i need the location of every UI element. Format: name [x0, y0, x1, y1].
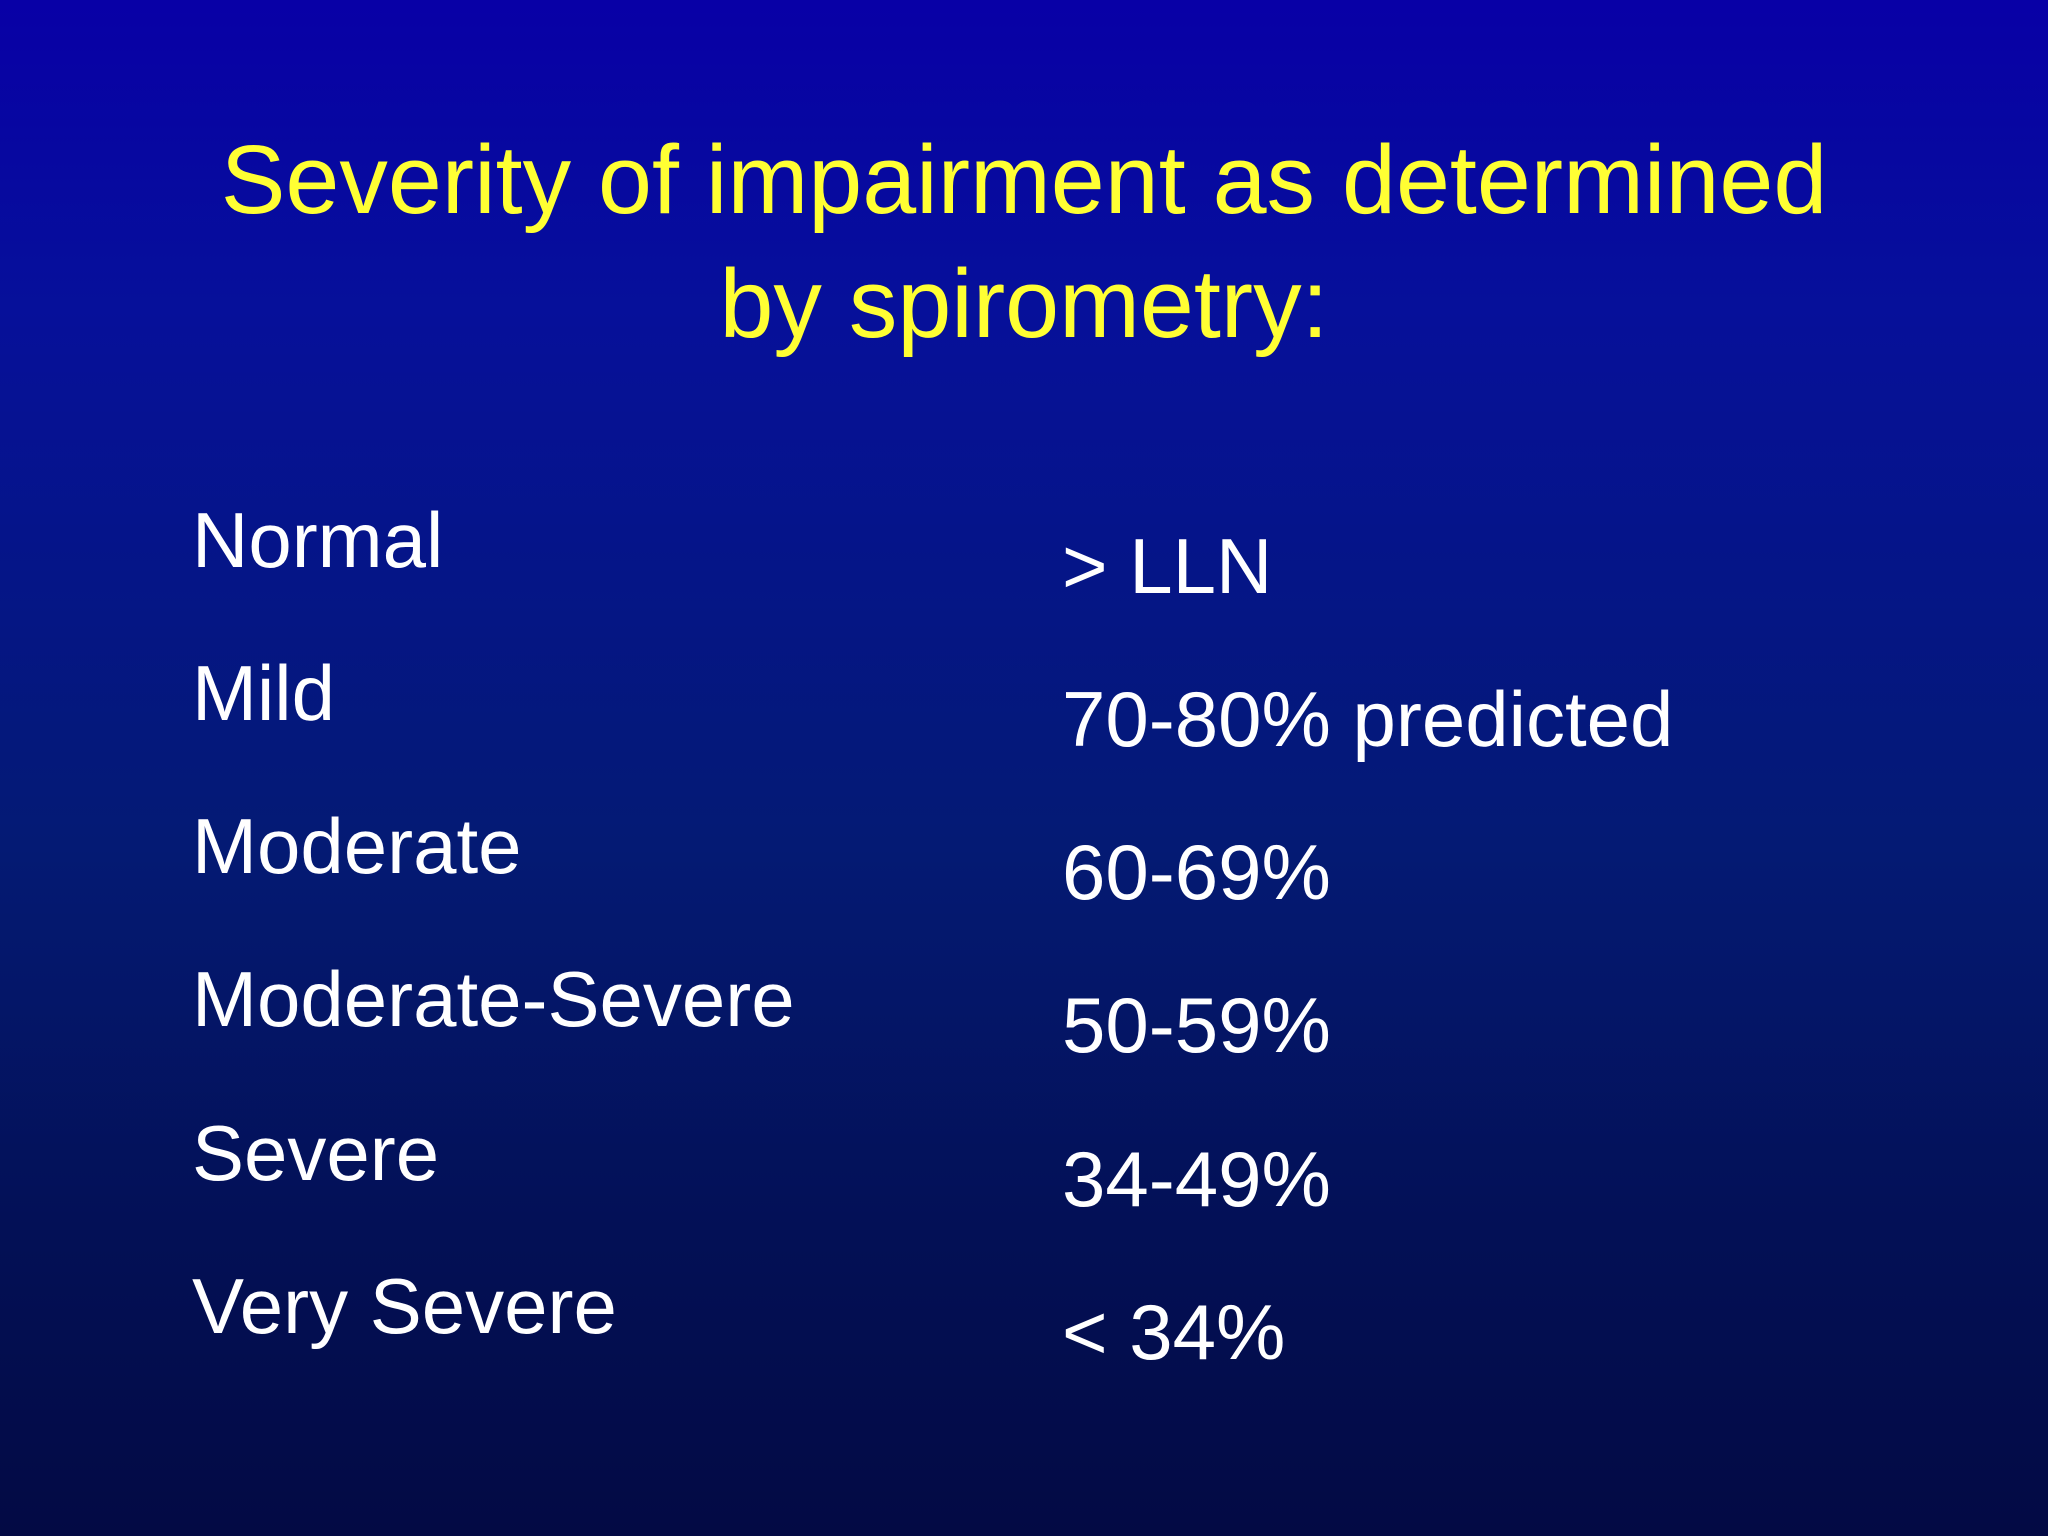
severity-label-moderate: Moderate — [192, 802, 522, 890]
severity-value-mild: 70-80% predicted — [1062, 675, 1674, 763]
slide-title: Severity of impairment as determined by … — [0, 118, 2048, 366]
severity-value-severe: 34-49% — [1062, 1135, 1331, 1223]
severity-value-moderate: 60-69% — [1062, 828, 1331, 916]
slide-title-line-1: Severity of impairment as determined — [220, 125, 1828, 234]
slide-title-line-2: by spirometry: — [719, 249, 1329, 358]
severity-label-mild: Mild — [192, 649, 336, 737]
severity-label-severe: Severe — [192, 1109, 440, 1197]
severity-label-very-severe: Very Severe — [192, 1262, 617, 1350]
severity-value-moderate-severe: 50-59% — [1062, 981, 1331, 1069]
severity-value-very-severe: < 34% — [1062, 1288, 1286, 1376]
severity-label-normal: Normal — [192, 496, 444, 584]
severity-value-normal: > LLN — [1062, 522, 1273, 610]
severity-label-moderate-severe: Moderate-Severe — [192, 955, 795, 1043]
